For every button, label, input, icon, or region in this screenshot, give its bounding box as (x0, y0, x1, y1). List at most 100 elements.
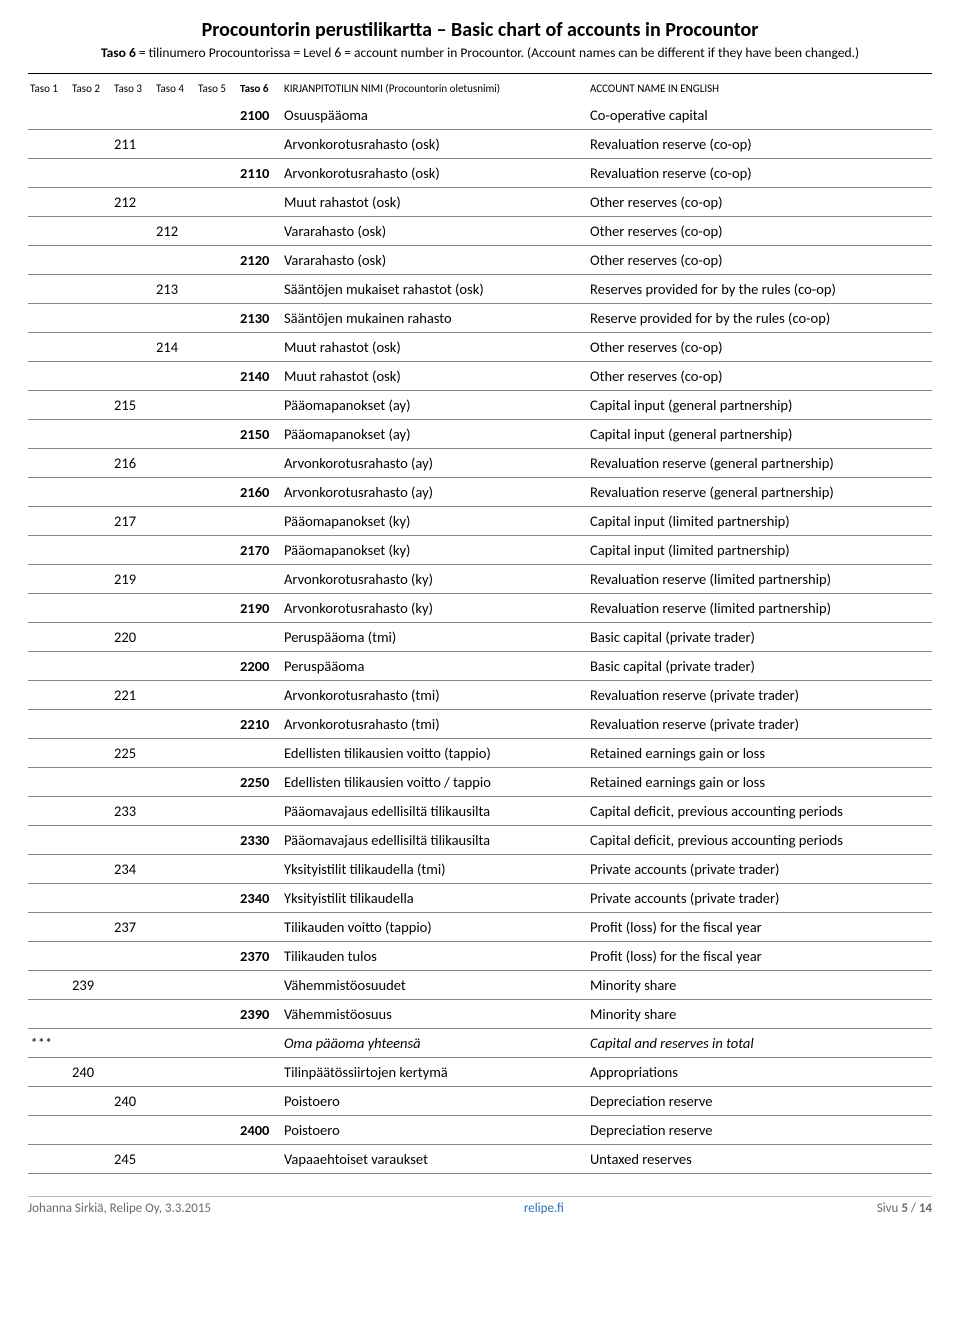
cell-t3: 216 (112, 449, 154, 478)
cell-t1 (28, 420, 70, 449)
subtitle-rest: = tilinumero Procountorissa = Level 6 = … (136, 44, 859, 61)
table-row: 2160Arvonkorotusrahasto (ay)Revaluation … (28, 478, 932, 507)
col-taso6: Taso 6 (238, 78, 282, 101)
cell-t3 (112, 1058, 154, 1087)
col-taso3: Taso 3 (112, 78, 154, 101)
cell-t4 (154, 101, 196, 130)
cell-t1 (28, 1058, 70, 1087)
cell-t5 (196, 884, 238, 913)
table-head: Taso 1 Taso 2 Taso 3 Taso 4 Taso 5 Taso … (28, 78, 932, 101)
cell-t1 (28, 855, 70, 884)
page-footer: Johanna Sirkiä, Relipe Oy, 3.3.2015 reli… (28, 1196, 932, 1216)
cell-t4 (154, 739, 196, 768)
cell-t5 (196, 1000, 238, 1029)
cell-en: Revaluation reserve (private trader) (588, 681, 932, 710)
cell-t2 (70, 101, 112, 130)
cell-t6 (238, 681, 282, 710)
cell-t6 (238, 739, 282, 768)
cell-t6 (238, 971, 282, 1000)
table-row: 237Tilikauden voitto (tappio)Profit (los… (28, 913, 932, 942)
table-row: 233Pääomavajaus edellisiltä tilikausilta… (28, 797, 932, 826)
cell-fi: Muut rahastot (osk) (282, 333, 588, 362)
cell-t4 (154, 797, 196, 826)
cell-fi: Edellisten tilikausien voitto (tappio) (282, 739, 588, 768)
cell-t5 (196, 1116, 238, 1145)
cell-t2 (70, 246, 112, 275)
cell-t4 (154, 1000, 196, 1029)
cell-t3 (112, 1000, 154, 1029)
cell-t4 (154, 1116, 196, 1145)
table-row: 239VähemmistöosuudetMinority share (28, 971, 932, 1000)
cell-t4 (154, 1058, 196, 1087)
cell-t2 (70, 623, 112, 652)
cell-t5 (196, 913, 238, 942)
table-row: 2400PoistoeroDepreciation reserve (28, 1116, 932, 1145)
cell-t3 (112, 1116, 154, 1145)
cell-t6: 2330 (238, 826, 282, 855)
table-row: 214Muut rahastot (osk)Other reserves (co… (28, 333, 932, 362)
cell-t3: 212 (112, 188, 154, 217)
cell-t6 (238, 1087, 282, 1116)
cell-t1 (28, 159, 70, 188)
table-row: 245Vapaaehtoiset varauksetUntaxed reserv… (28, 1145, 932, 1174)
cell-t6 (238, 275, 282, 304)
cell-t5 (196, 855, 238, 884)
cell-t2 (70, 1000, 112, 1029)
cell-t6 (238, 1145, 282, 1174)
cell-t4 (154, 652, 196, 681)
cell-t3 (112, 478, 154, 507)
cell-t3 (112, 971, 154, 1000)
cell-t4 (154, 971, 196, 1000)
table-row: 2190Arvonkorotusrahasto (ky)Revaluation … (28, 594, 932, 623)
cell-en: Revaluation reserve (private trader) (588, 710, 932, 739)
cell-fi: Arvonkorotusrahasto (ay) (282, 478, 588, 507)
cell-en: Private accounts (private trader) (588, 855, 932, 884)
cell-t5 (196, 594, 238, 623)
cell-en: Reserves provided for by the rules (co-o… (588, 275, 932, 304)
cell-t1 (28, 217, 70, 246)
cell-fi: Tilikauden tulos (282, 942, 588, 971)
cell-t2 (70, 681, 112, 710)
cell-t1 (28, 942, 70, 971)
cell-t2 (70, 304, 112, 333)
page-subtitle: Taso 6 = tilinumero Procountorissa = Lev… (28, 44, 932, 61)
cell-en: Profit (loss) for the fiscal year (588, 913, 932, 942)
cell-t5 (196, 739, 238, 768)
cell-t3 (112, 536, 154, 565)
table-row: 2390VähemmistöosuusMinority share (28, 1000, 932, 1029)
table-row: ***Oma pääoma yhteensäCapital and reserv… (28, 1029, 932, 1058)
table-row: 2340Yksityistilit tilikaudellaPrivate ac… (28, 884, 932, 913)
cell-fi: Vähemmistöosuus (282, 1000, 588, 1029)
table-row: 2200PeruspääomaBasic capital (private tr… (28, 652, 932, 681)
cell-en: Untaxed reserves (588, 1145, 932, 1174)
cell-t6: 2150 (238, 420, 282, 449)
cell-t4 (154, 1145, 196, 1174)
cell-t5 (196, 826, 238, 855)
cell-t2 (70, 594, 112, 623)
cell-t5 (196, 768, 238, 797)
cell-t4 (154, 478, 196, 507)
cell-fi: Arvonkorotusrahasto (tmi) (282, 681, 588, 710)
cell-fi: Arvonkorotusrahasto (ky) (282, 565, 588, 594)
cell-fi: Oma pääoma yhteensä (282, 1029, 588, 1058)
table-row: 220Peruspääoma (tmi)Basic capital (priva… (28, 623, 932, 652)
cell-t1 (28, 246, 70, 275)
table-row: 212Vararahasto (osk)Other reserves (co-o… (28, 217, 932, 246)
cell-t4 (154, 420, 196, 449)
cell-t4 (154, 826, 196, 855)
cell-t5 (196, 391, 238, 420)
cell-t2 (70, 188, 112, 217)
footer-page: Sivu 5 / 14 (877, 1201, 932, 1216)
table-row: 216Arvonkorotusrahasto (ay)Revaluation r… (28, 449, 932, 478)
col-taso4: Taso 4 (154, 78, 196, 101)
cell-t4 (154, 710, 196, 739)
cell-en: Revaluation reserve (limited partnership… (588, 565, 932, 594)
subtitle-bold: Taso 6 (101, 44, 136, 61)
cell-en: Basic capital (private trader) (588, 652, 932, 681)
cell-t2 (70, 536, 112, 565)
cell-t3: 233 (112, 797, 154, 826)
cell-t5 (196, 1029, 238, 1058)
cell-en: Minority share (588, 971, 932, 1000)
cell-en: Capital deficit, previous accounting per… (588, 826, 932, 855)
cell-t3 (112, 101, 154, 130)
